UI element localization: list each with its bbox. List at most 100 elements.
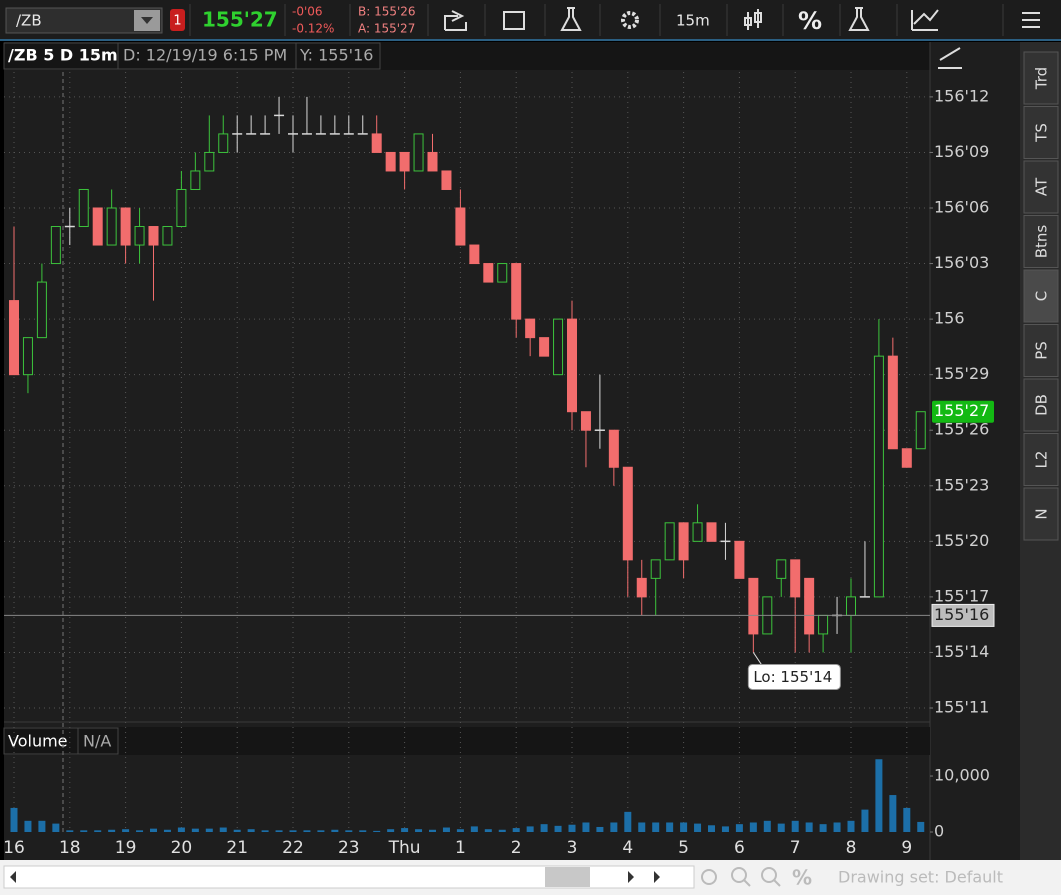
side-tab[interactable] [1023, 51, 1059, 105]
scroll-left[interactable] [10, 871, 16, 883]
y-tick-label: 156'12 [934, 86, 989, 105]
candle-body [553, 318, 564, 376]
side-tab[interactable] [1023, 269, 1059, 323]
chart-panel [4, 42, 1020, 860]
candle-body [413, 133, 424, 172]
side-tab[interactable] [1023, 160, 1059, 214]
last-price-label: 155'27 [934, 401, 989, 420]
side-tab-label: Btns [1033, 225, 1051, 259]
last-price: 155'27 [202, 8, 278, 32]
scroll-thumb[interactable] [545, 867, 590, 887]
candle-body [218, 133, 229, 153]
side-tab-label: TS [1033, 123, 1051, 143]
volume-bar [875, 759, 883, 832]
volume-bar [484, 829, 492, 832]
volume-bar [177, 827, 185, 832]
volume-bar [38, 820, 46, 832]
x-tick-label: 18 [59, 838, 81, 858]
crosshair-label: 155'16 [934, 605, 989, 624]
percent-toggle[interactable]: % [798, 7, 822, 35]
y-tick-label: 155'11 [934, 698, 989, 717]
header-box [295, 42, 381, 70]
volume-bar [52, 823, 60, 832]
candle-body [567, 318, 577, 413]
dropdown-arrow [141, 17, 153, 24]
volume-bar [415, 829, 423, 832]
timeframe[interactable]: 15m [676, 12, 710, 30]
x-tick-label: 19 [115, 838, 137, 858]
volume-bar [763, 820, 771, 832]
crosshair-box [931, 603, 995, 627]
side-tab[interactable] [1023, 215, 1059, 268]
volume-bar [791, 820, 799, 832]
candle-body [846, 596, 856, 616]
volume-bar [917, 821, 925, 832]
volume-bar [861, 809, 869, 832]
candle-body [706, 522, 717, 542]
chart-date: D: 12/19/19 6:15 PM [123, 46, 287, 65]
volume-bar [122, 829, 130, 832]
y-tick-label: 155'14 [934, 642, 989, 661]
settings-icon[interactable] [621, 11, 639, 29]
y-tick-label: 10,000 [934, 766, 990, 785]
drawings-icon[interactable] [911, 9, 939, 31]
y-tick-label: 155'23 [934, 475, 989, 494]
volume-bar [526, 826, 534, 832]
drawing-set[interactable]: Drawing set: Default [838, 868, 1003, 887]
volume-bar [624, 811, 632, 832]
flask-icon[interactable] [848, 7, 870, 31]
drawing-tool-icon[interactable] [938, 47, 962, 69]
volume-bar [735, 824, 743, 832]
share-icon[interactable] [444, 10, 467, 31]
side-tab-label: Trd [1033, 67, 1051, 90]
alert-badge[interactable] [170, 9, 185, 31]
candle-body [636, 577, 647, 598]
side-tab[interactable] [1023, 487, 1059, 541]
volume-bar [470, 826, 478, 832]
candle-body [36, 281, 47, 339]
volume-bar [903, 807, 911, 832]
candle-body [580, 411, 591, 431]
volume-bar [359, 830, 367, 832]
menu-icon[interactable] [1022, 12, 1040, 28]
last-price-box [932, 400, 994, 423]
volume-bar [80, 830, 88, 832]
zoom-icons[interactable] [701, 867, 781, 887]
volume-bar [680, 822, 688, 832]
volume-bar [289, 830, 297, 832]
side-tab[interactable] [1023, 378, 1059, 432]
x-tick-label: 22 [282, 838, 304, 858]
candle-body [9, 300, 19, 376]
candle-body [525, 318, 536, 339]
candle-body [22, 337, 33, 376]
candle-body [162, 226, 173, 246]
scrollbar[interactable] [3, 865, 695, 889]
volume-bar [136, 830, 144, 832]
volume-bar [568, 824, 576, 832]
volume-bar [387, 829, 395, 832]
chart-title: /ZB 5 D 15m [8, 46, 118, 65]
candle-body [622, 466, 633, 561]
volume-bar [24, 820, 32, 832]
percent-icon[interactable]: % [792, 866, 812, 890]
side-tab[interactable] [1023, 433, 1059, 486]
alert-count: 1 [173, 14, 181, 29]
news-icon[interactable] [503, 11, 525, 30]
studies-icon[interactable] [560, 7, 582, 31]
side-tab[interactable] [1023, 106, 1059, 159]
style-icon[interactable] [744, 9, 762, 30]
symbol[interactable]: /ZB [16, 12, 42, 30]
volume-bar [847, 820, 855, 832]
side-tab[interactable] [1023, 324, 1059, 377]
volume-bar [889, 795, 897, 832]
y-tick-label: 155'26 [934, 420, 989, 439]
y-tick-label: 156'09 [934, 142, 989, 161]
volume-bar [694, 823, 702, 832]
volume-bar [582, 822, 590, 832]
x-tick-label: 7 [790, 838, 801, 858]
candle-body [441, 170, 452, 190]
volume-bar [150, 828, 157, 832]
candle-body [78, 188, 89, 228]
volume-bar [205, 828, 213, 832]
